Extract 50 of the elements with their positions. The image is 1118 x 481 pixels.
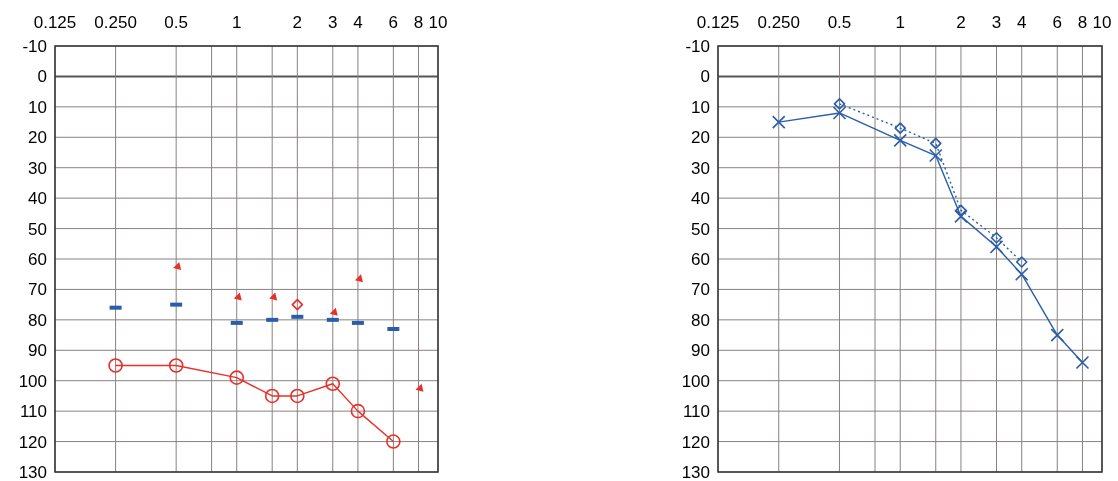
y-tick-label: 90 (691, 341, 710, 361)
y-tick-label: 40 (691, 189, 710, 209)
x-tick-label: 2 (956, 13, 966, 32)
y-tick-label: 70 (28, 280, 47, 300)
y-tick-label: 130 (18, 462, 47, 481)
y-tick-label: 120 (18, 432, 47, 452)
y-tick-label: 0 (700, 67, 710, 87)
y-tick-label: 10 (28, 97, 47, 117)
x-tick-label: 1 (895, 13, 905, 32)
x-tick-label: 6 (388, 13, 399, 32)
x-tick-label: 0.125 (696, 13, 740, 32)
y-tick-label: 30 (691, 158, 710, 178)
y-tick-label: 50 (28, 219, 47, 239)
y-tick-label: 40 (28, 189, 47, 209)
y-tick-label: 20 (691, 128, 710, 148)
y-tick-label: 30 (28, 158, 47, 178)
y-tick-label: -10 (22, 36, 47, 56)
x-tick-label: 10 (428, 13, 448, 32)
x-tick-label: 1 (232, 13, 242, 32)
y-tick-label: 80 (691, 310, 710, 330)
x-tick-label: 3 (328, 13, 338, 32)
y-tick-label: 100 (18, 371, 47, 391)
x-tick-label: 0.125 (33, 13, 77, 32)
y-tick-label: 10 (691, 97, 710, 117)
x-tick-label: 8 (413, 13, 424, 32)
x-tick-label: 0.5 (164, 13, 188, 32)
y-tick-label: 80 (28, 310, 47, 330)
y-tick-label: 90 (28, 341, 47, 361)
x-tick-label: 0.250 (94, 13, 137, 32)
y-tick-label: 70 (691, 280, 710, 300)
x-tick-label: 2 (292, 13, 303, 32)
x-tick-label: 4 (1016, 13, 1027, 32)
y-tick-label: 60 (691, 249, 710, 269)
y-tick-label: 120 (681, 432, 710, 452)
y-tick-label: 50 (691, 219, 710, 239)
x-tick-label: 4 (353, 13, 363, 32)
x-tick-label: 0.250 (757, 13, 801, 32)
y-tick-label: 0 (37, 67, 47, 87)
x-tick-label: 10 (1092, 13, 1112, 32)
y-tick-label: 130 (681, 462, 710, 481)
x-tick-label: 3 (991, 13, 1002, 32)
y-tick-label: 20 (28, 128, 47, 148)
x-tick-label: 6 (1052, 13, 1062, 32)
y-tick-label: 110 (19, 402, 47, 422)
y-tick-label: 110 (682, 402, 710, 422)
x-tick-label: 0.5 (827, 13, 852, 32)
x-tick-label: 8 (1077, 13, 1088, 32)
y-tick-label: 100 (681, 371, 710, 391)
y-tick-label: -10 (685, 36, 710, 56)
y-tick-label: 60 (28, 249, 47, 269)
